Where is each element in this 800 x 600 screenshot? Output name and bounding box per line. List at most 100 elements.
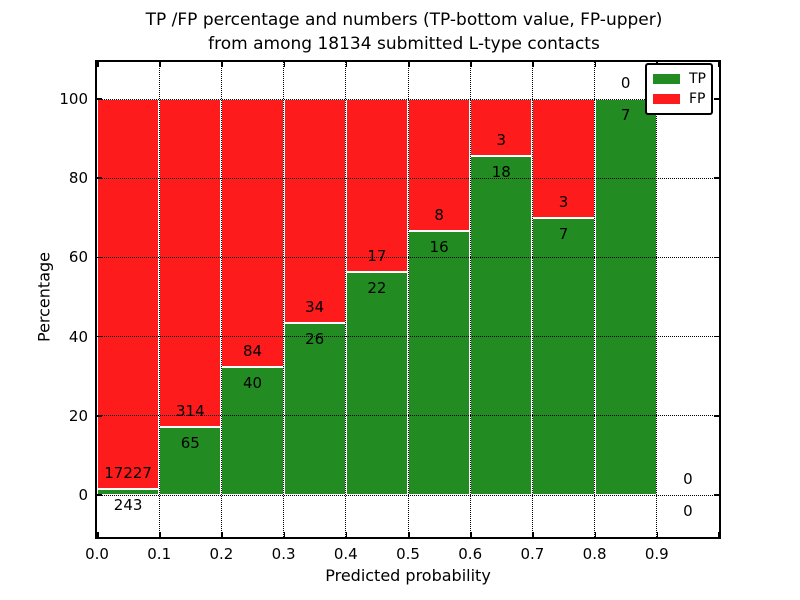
y-tick-mark [714,177,719,179]
bar-segment-tp [594,99,657,495]
bar-count-label-tp: 18 [491,162,511,181]
bar-count-label-fp: 84 [242,342,263,361]
y-tick-label: 0 [78,486,88,504]
y-tick-mark [714,415,719,417]
x-tick-mark [594,532,597,537]
bar-segment-fp [159,99,222,428]
y-tick-mark [97,494,102,496]
x-tick-mark [594,62,597,67]
x-tick-mark [221,62,223,67]
vertical-gridline [283,62,285,537]
bar-count-label-tp: 65 [180,434,200,453]
horizontal-gridline [97,177,719,179]
x-tick-mark [345,62,348,67]
vertical-gridline [407,62,409,537]
bar-segment-fp [283,99,346,324]
y-tick-mark [97,415,102,417]
horizontal-gridline [97,98,719,100]
y-tick-mark [714,335,719,338]
legend-row: TP [653,69,706,89]
bar-count-label-tp: 26 [305,330,325,349]
legend-row: FP [653,89,706,109]
bar-segment-fp [345,99,408,272]
y-tick-mark [97,177,102,179]
x-tick-mark [408,62,410,67]
bar-count-label-fp: 3 [496,130,507,149]
x-tick-mark [283,532,286,537]
x-tick-mark [283,62,286,67]
bar-count-label-fp: 0 [683,470,693,488]
x-tick-mark [159,62,161,67]
legend-swatch-tp [653,74,680,84]
x-tick-mark [97,62,99,67]
bar-segment-fp [532,99,595,218]
y-tick-label: 80 [68,169,88,188]
bar-count-label-fp: 0 [620,74,631,92]
bar-segment-tp [470,155,533,495]
bar-count-label-tp: 40 [242,374,263,393]
x-tick-label: 0.7 [520,545,545,563]
x-tick-mark [532,532,534,537]
x-tick-label: 0.1 [147,545,172,563]
x-tick-mark [717,62,719,67]
vertical-gridline [469,62,471,537]
bar-count-label-tp: 16 [429,238,449,256]
y-tick-mark [714,256,719,259]
x-tick-mark [345,532,348,537]
y-tick-mark [97,98,102,100]
bar-count-label-fp: 34 [305,298,325,317]
vertical-gridline [656,62,658,537]
y-tick-label: 100 [59,90,88,108]
x-tick-mark [532,62,534,67]
horizontal-gridline [97,256,719,258]
y-tick-label: 20 [68,406,88,425]
y-tick-mark [714,494,719,496]
y-tick-label: 60 [68,248,88,267]
legend: TP FP [645,63,713,115]
bar-segment-tp [532,217,595,495]
bar-segment-tp [345,271,408,495]
x-tick-mark [97,532,99,537]
x-tick-label: 0.5 [396,545,420,563]
vertical-gridline [594,62,596,537]
x-tick-mark [656,532,659,537]
horizontal-gridline [97,336,719,338]
y-tick-mark [97,335,102,338]
bar-count-label-fp: 17 [367,246,387,265]
vertical-gridline [220,62,222,537]
bar-segment-fp [221,99,284,368]
y-tick-mark [97,256,102,259]
bar-segment-tp [408,231,471,495]
vertical-gridline [345,62,347,537]
chart-title-line-1: TP /FP percentage and numbers (TP-bottom… [145,10,663,30]
legend-swatch-fp [653,94,680,104]
bar-count-label-fp: 314 [175,402,205,421]
x-tick-mark [470,532,472,537]
bar-segment-fp [408,99,471,231]
vertical-gridline [158,62,160,537]
legend-label-fp: FP [689,91,706,107]
bar-count-label-fp: 3 [558,192,569,211]
bar-segment-fp [97,99,160,490]
horizontal-gridline [97,494,719,496]
horizontal-gridline [97,415,719,417]
x-tick-mark [221,532,223,537]
x-tick-label: 0.2 [209,545,234,563]
bar-count-label-fp: 8 [434,206,444,224]
bar-count-label-tp: 0 [683,502,693,520]
x-tick-mark [408,532,410,537]
x-tick-label: 0.9 [644,545,669,563]
vertical-gridline [531,62,533,537]
bar-segment-tp [283,323,346,495]
legend-label-tp: TP [689,71,706,87]
x-tick-label: 0.3 [271,545,296,563]
bar-count-label-tp: 7 [620,106,631,124]
bar-count-label-tp: 243 [113,496,143,515]
x-tick-label: 0.8 [582,545,607,563]
bar-segment-tp [159,427,222,495]
x-axis-label: Predicted probability [325,566,491,585]
x-tick-label: 0.4 [333,545,358,563]
y-tick-label: 40 [68,327,88,346]
x-tick-label: 0.0 [85,545,109,563]
